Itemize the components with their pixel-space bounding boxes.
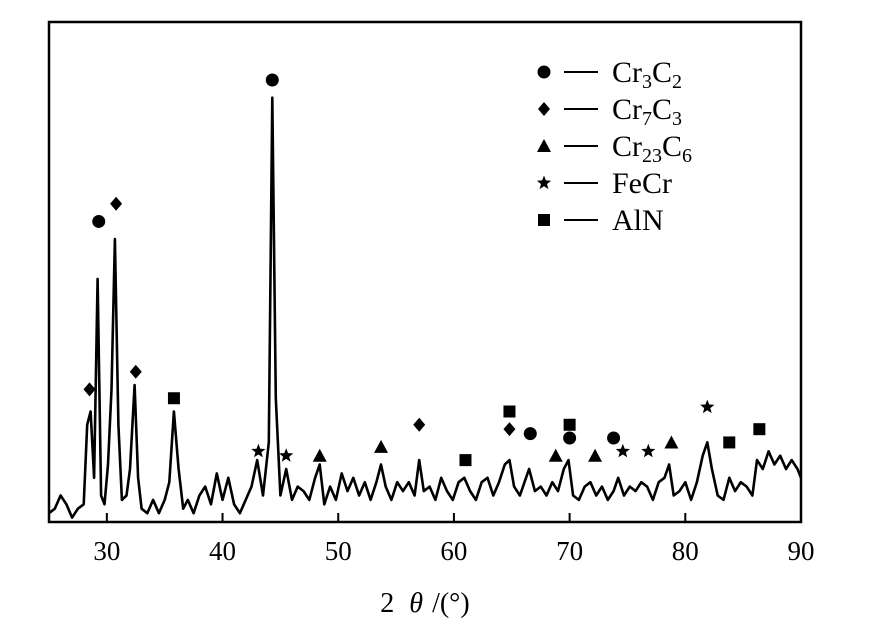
star-marker	[700, 399, 715, 414]
diamond-marker	[129, 364, 142, 379]
x-axis-ticks	[105, 513, 802, 522]
legend-star-marker	[536, 175, 552, 190]
legend-entry-label: AlN	[612, 204, 664, 237]
star-marker	[615, 443, 630, 458]
diamond-marker	[110, 196, 123, 211]
x-tick-label: 80	[672, 536, 699, 566]
legend-diamond-marker	[538, 102, 550, 116]
x-tick-label: 60	[440, 536, 467, 566]
square-marker	[723, 436, 736, 449]
x-axis-title-prefix: 2	[380, 588, 394, 619]
x-axis-title-suffix: /(°)	[432, 588, 470, 619]
square-marker	[459, 454, 472, 467]
legend-entry-label: Cr7C3	[612, 93, 682, 130]
square-marker	[167, 392, 180, 405]
x-axis-tick-labels: 30 40 50 60 70 80 90	[93, 536, 814, 566]
triangle-marker	[588, 448, 603, 462]
legend-square-marker	[538, 214, 550, 226]
square-marker	[503, 405, 516, 418]
legend-entry-label: FeCr	[612, 167, 672, 200]
diamond-marker	[413, 417, 426, 432]
circle-marker	[607, 431, 621, 445]
star-marker	[641, 443, 656, 458]
square-marker	[563, 418, 576, 431]
xrd-series-line	[48, 96, 803, 519]
star-marker	[251, 443, 266, 458]
legend-triangle-marker	[537, 139, 551, 152]
circle-marker	[563, 431, 577, 445]
star-marker	[279, 448, 294, 462]
diamond-marker	[503, 422, 516, 437]
triangle-marker	[548, 448, 563, 462]
x-tick-label: 70	[556, 536, 583, 566]
legend-entry-label: Cr23C6	[612, 130, 692, 167]
phase-markers	[83, 73, 766, 467]
plot-frame	[47, 20, 803, 524]
circle-marker	[523, 427, 537, 441]
circle-marker	[265, 73, 279, 87]
triangle-marker	[312, 448, 327, 462]
square-marker	[753, 423, 766, 436]
x-tick-label: 50	[325, 536, 352, 566]
x-axis-title: 2 θ /(°)	[380, 588, 469, 619]
x-axis-title-symbol: θ	[409, 588, 423, 619]
x-tick-label: 40	[209, 536, 236, 566]
legend-entry-label: Cr3C2	[612, 56, 682, 93]
triangle-marker	[664, 435, 679, 449]
legend-circle-marker	[537, 65, 551, 79]
x-tick-label: 30	[93, 536, 120, 566]
x-tick-label: 90	[788, 536, 815, 566]
diamond-marker	[83, 382, 96, 397]
triangle-marker	[374, 439, 389, 453]
circle-marker	[92, 214, 106, 228]
